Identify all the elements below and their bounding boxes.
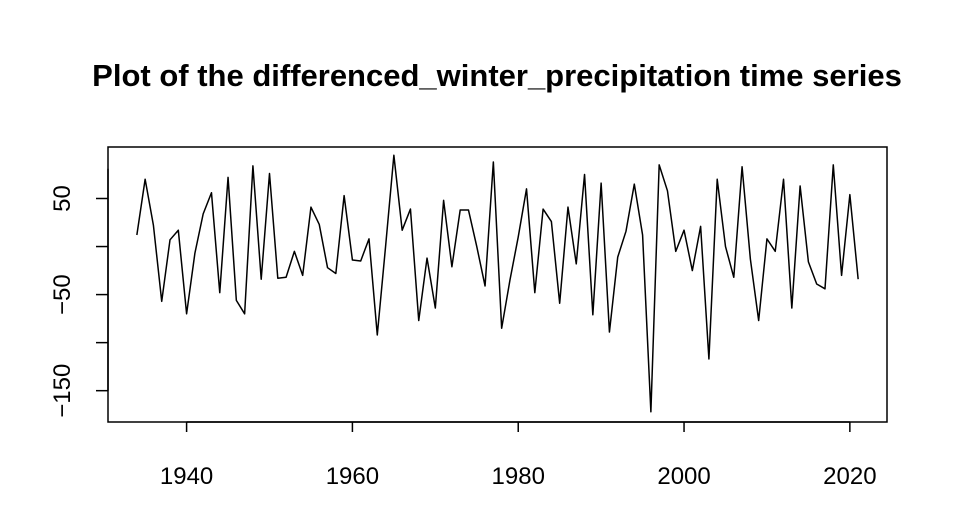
x-tick-label: 1980: [492, 463, 545, 490]
y-axis: 50 −50 −150: [49, 168, 109, 418]
x-axis: 1940 1960 1980 2000 2020: [160, 421, 877, 490]
series-line-0: [136, 154, 859, 413]
y-tick-label: −150: [49, 364, 76, 418]
x-tick-label: 1960: [326, 463, 379, 490]
x-tick-label: 1940: [160, 463, 213, 490]
y-tick-label: −50: [49, 274, 76, 315]
series-layer: [136, 154, 859, 413]
plot-frame: [107, 146, 888, 423]
y-tick-label: 50: [49, 185, 76, 212]
x-tick-label: 2000: [657, 463, 710, 490]
x-tick-label: 2020: [823, 463, 876, 490]
chart-title: Plot of the differenced_winter_precipita…: [92, 58, 902, 93]
